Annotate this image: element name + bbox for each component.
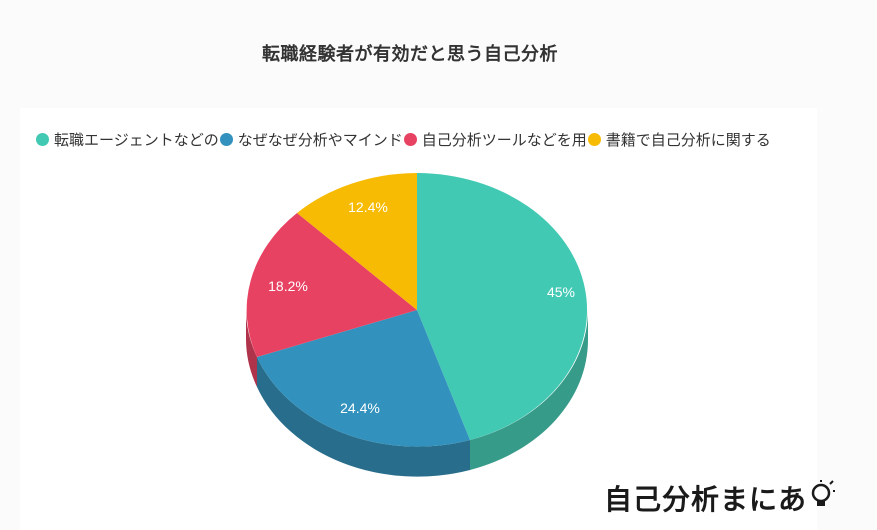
- legend-label: 転職エージェントなどの: [54, 130, 219, 149]
- legend-item-tools[interactable]: 自己分析ツールなどを用: [403, 129, 588, 150]
- lightbulb-icon: [809, 479, 836, 517]
- logo-text: 自己分析まにあ: [604, 483, 808, 516]
- legend-item-agent[interactable]: 転職エージェントなどの: [36, 129, 220, 150]
- legend-dot-icon: [219, 132, 233, 146]
- slice-agent[interactable]: [417, 173, 588, 440]
- legend-item-why-analysis[interactable]: なぜなぜ分析やマインド: [219, 129, 404, 150]
- site-logo: 自己分析まにあ: [604, 478, 836, 518]
- legend-label: 書籍で自己分析に関する: [605, 130, 771, 149]
- legend-dot-icon: [36, 132, 49, 146]
- slice-label-books: 12.4%: [348, 199, 388, 215]
- slice-books[interactable]: [297, 173, 417, 310]
- slice-side-agent: [470, 310, 588, 470]
- slice-label-why-analysis: 24.4%: [340, 400, 380, 416]
- slice-why-analysis[interactable]: [257, 310, 470, 447]
- slice-side-why-analysis: [257, 357, 470, 477]
- slice-label-agent: 45%: [547, 284, 575, 300]
- legend-dot-icon: [587, 132, 601, 146]
- chart-title: 転職経験者が有効だと思う自己分析: [262, 44, 558, 65]
- slice-tools[interactable]: [246, 213, 417, 357]
- legend-item-books[interactable]: 書籍で自己分析に関する: [587, 129, 772, 150]
- slice-label-tools: 18.2%: [268, 278, 308, 294]
- legend-dot-icon: [403, 132, 417, 146]
- legend-label: なぜなぜ分析やマインド: [237, 130, 403, 149]
- chart-legend: 転職エージェントなどの なぜなぜ分析やマインド 自己分析ツールなどを用 書籍で自…: [36, 129, 772, 149]
- slice-side-tools: [246, 310, 257, 387]
- legend-label: 自己分析ツールなどを用: [421, 130, 587, 149]
